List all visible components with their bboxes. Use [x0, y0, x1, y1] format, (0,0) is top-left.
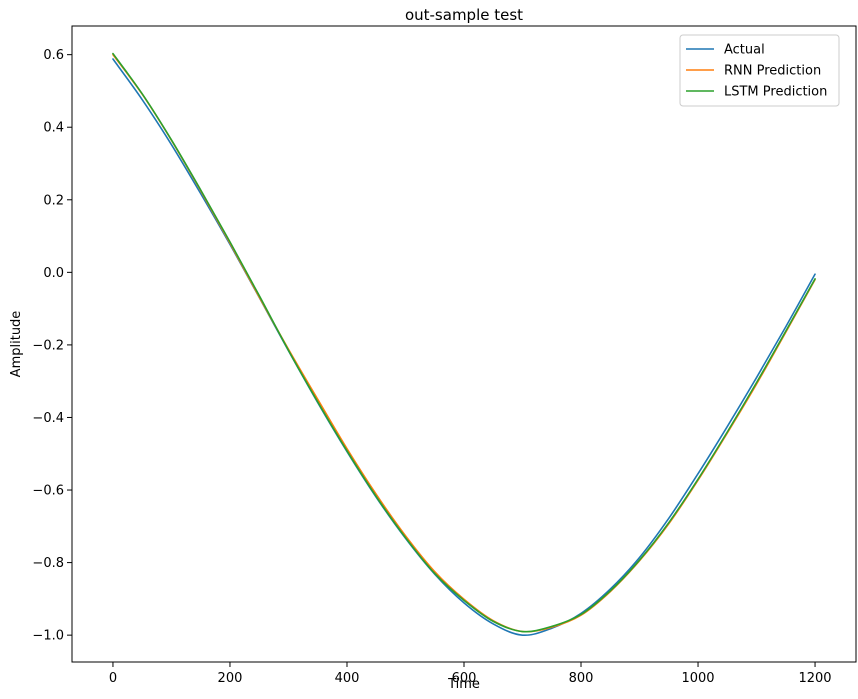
- legend-box: [679, 34, 840, 107]
- y-tick-label: −0.2: [32, 338, 64, 353]
- y-tick-label: 0.6: [43, 48, 64, 63]
- x-tick-label: 1200: [798, 671, 831, 686]
- series-line-actual: [112, 58, 816, 637]
- y-tick-label: −1.0: [32, 629, 64, 644]
- series-line-lstm-prediction: [112, 52, 816, 633]
- y-axis-label: Amplitude: [9, 311, 24, 378]
- series-line-rnn-prediction: [112, 53, 816, 633]
- y-tick-label: 0.0: [43, 266, 64, 281]
- y-tick-label: −0.6: [32, 484, 64, 499]
- y-tick-label: −0.8: [32, 556, 64, 571]
- x-axis-ticks: 0 200 400 600 800 1000 1200: [109, 662, 832, 686]
- x-tick-label: 600: [452, 671, 477, 686]
- legend-label-rnn-prediction: RNN Prediction: [724, 64, 821, 79]
- legend: Actual RNN Prediction LSTM Prediction: [679, 34, 840, 107]
- y-tick-label: −0.4: [32, 411, 64, 426]
- y-axis-ticks: −1.0 −0.8 −0.6 −0.4 −0.2 0.0 0.2 0.4 0.6: [32, 48, 72, 644]
- y-tick-label: 0.2: [43, 193, 64, 208]
- x-axis-label: Time: [447, 677, 480, 692]
- legend-label-actual: Actual: [724, 43, 765, 58]
- x-tick-label: 800: [569, 671, 594, 686]
- plot-lines: [112, 52, 816, 637]
- legend-label-lstm-prediction: LSTM Prediction: [724, 85, 827, 100]
- x-tick-label: 1000: [681, 671, 714, 686]
- plot-frame: [71, 25, 857, 663]
- x-tick-label: 400: [335, 671, 360, 686]
- x-tick-label: 0: [109, 671, 117, 686]
- x-tick-label: 200: [218, 671, 243, 686]
- y-tick-label: 0.4: [43, 121, 64, 136]
- chart-title: out-sample test: [405, 6, 523, 24]
